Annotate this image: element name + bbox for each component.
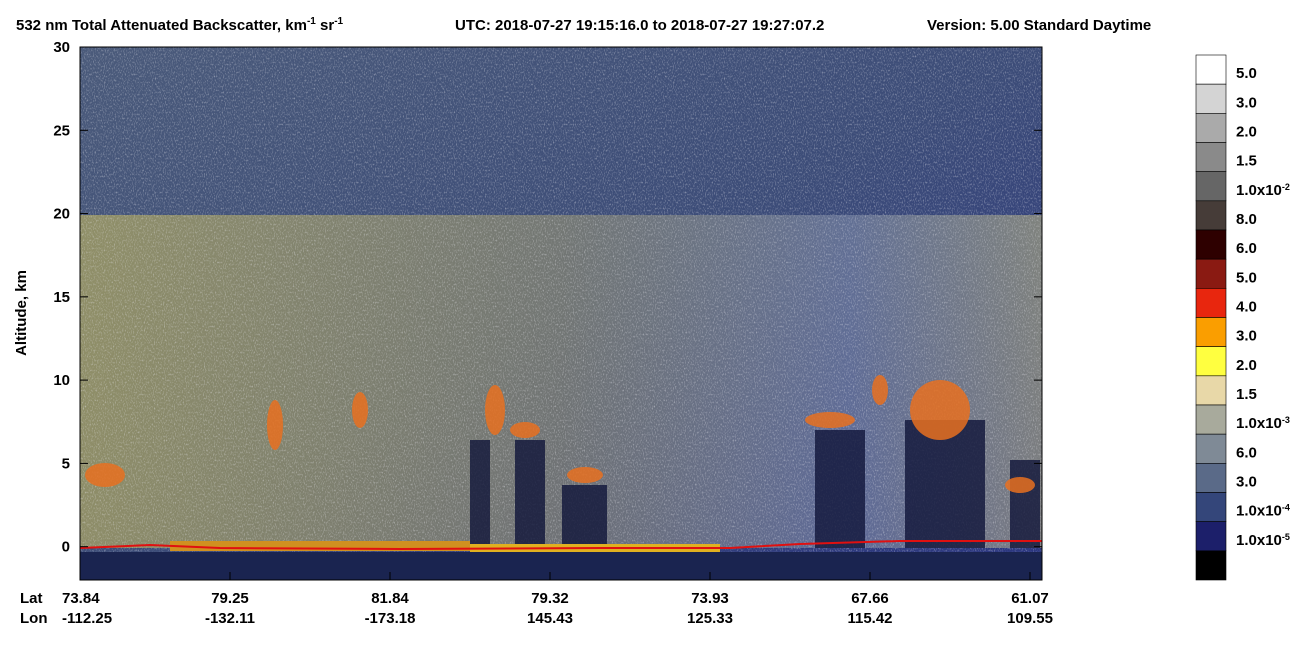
colorbar-swatch xyxy=(1195,404,1227,435)
x-tick-label: 145.43 xyxy=(527,610,573,627)
colorbar-label: 1.5 xyxy=(1236,153,1257,170)
colorbar-swatch xyxy=(1195,463,1227,493)
utc-range: UTC: 2018-07-27 19:15:16.0 to 2018-07-27… xyxy=(455,17,824,34)
backscatter-field xyxy=(79,47,1042,580)
x-tick-label: 61.07 xyxy=(1011,590,1049,607)
colorbar-swatch xyxy=(1195,142,1227,172)
colorbar-swatch xyxy=(1195,492,1227,522)
colorbar-label: 1.0x10-3 xyxy=(1236,415,1290,432)
x-tick-label: 109.55 xyxy=(1007,610,1053,627)
colorbar-swatch xyxy=(1195,171,1227,202)
colorbar-label-base: 3.0 xyxy=(1236,474,1257,491)
colorbar-label: 3.0 xyxy=(1236,328,1257,345)
colorbar-label-base: 2.0 xyxy=(1236,124,1257,141)
colorbar-label-exp: -5 xyxy=(1282,532,1290,542)
colorbar-label-base: 1.0x10 xyxy=(1236,182,1282,199)
colorbar-label-exp: -3 xyxy=(1282,415,1290,425)
colorbar-label-base: 6.0 xyxy=(1236,240,1257,257)
colorbar-swatch xyxy=(1195,521,1227,552)
colorbar-label-base: 1.0x10 xyxy=(1236,415,1282,432)
x-tick-label: -173.18 xyxy=(365,610,416,627)
y-tick-label: 25 xyxy=(53,122,70,139)
colorbar-label: 1.0x10-5 xyxy=(1236,532,1290,549)
x-tick-label: 73.93 xyxy=(691,590,729,607)
colorbar-swatch xyxy=(1195,113,1227,143)
y-tick-label: 20 xyxy=(53,206,70,223)
colorbar-label: 2.0 xyxy=(1236,357,1257,374)
colorbar-label: 6.0 xyxy=(1236,444,1257,461)
colorbar-label: 2.0 xyxy=(1236,124,1257,141)
colorbar-swatch xyxy=(1195,375,1227,406)
colorbar-label-base: 3.0 xyxy=(1236,328,1257,345)
x-tick-label: 81.84 xyxy=(371,590,409,607)
colorbar-label-base: 6.0 xyxy=(1236,444,1257,461)
colorbar-label-exp: -4 xyxy=(1282,503,1290,513)
colorbar-label: 3.0 xyxy=(1236,474,1257,491)
colorbar-swatch xyxy=(1195,229,1227,260)
colorbar-label-base: 5.0 xyxy=(1236,65,1257,82)
colorbar-label: 1.5 xyxy=(1236,386,1257,403)
colorbar-label-base: 3.0 xyxy=(1236,94,1257,111)
chart-title: 532 nm Total Attenuated Backscatter, km-… xyxy=(16,16,344,34)
colorbar-label-base: 1.0x10 xyxy=(1236,532,1282,549)
y-axis-label: Altitude, km xyxy=(13,270,30,356)
colorbar-label-base: 8.0 xyxy=(1236,211,1257,228)
colorbar-swatch xyxy=(1195,54,1227,85)
colorbar-label-base: 1.5 xyxy=(1236,386,1257,403)
colorbar-label-base: 4.0 xyxy=(1236,299,1257,316)
colorbar-label-base: 1.0x10 xyxy=(1236,503,1282,520)
colorbar-label-base: 2.0 xyxy=(1236,357,1257,374)
colorbar-swatch xyxy=(1195,346,1227,377)
colorbar-swatch xyxy=(1195,433,1227,464)
y-tick-label: 0 xyxy=(62,539,70,556)
colorbar-label: 6.0 xyxy=(1236,240,1257,257)
x-tick-label: -112.25 xyxy=(62,610,112,627)
y-tick-label: 10 xyxy=(53,372,70,389)
x-tick-label: 115.42 xyxy=(847,610,892,627)
row-label: Lat xyxy=(20,590,43,607)
colorbar-swatch xyxy=(1195,258,1227,289)
x-tick-label: -132.11 xyxy=(205,610,255,627)
x-tick-label: 125.33 xyxy=(687,610,733,627)
colorbar-label: 1.0x10-4 xyxy=(1236,503,1290,520)
colorbar-swatch xyxy=(1195,317,1227,347)
colorbar-label: 8.0 xyxy=(1236,211,1257,228)
colorbar-label-base: 1.5 xyxy=(1236,153,1257,170)
plot-frame xyxy=(79,46,1043,581)
colorbar-label: 4.0 xyxy=(1236,299,1257,316)
colorbar-label: 3.0 xyxy=(1236,94,1257,111)
colorbar-label: 5.0 xyxy=(1236,65,1257,82)
y-tick-label: 15 xyxy=(53,289,70,306)
colorbar-swatch xyxy=(1195,288,1227,318)
colorbar-label: 5.0 xyxy=(1236,269,1257,286)
colorbar-label-base: 5.0 xyxy=(1236,269,1257,286)
colorbar-swatch xyxy=(1195,200,1227,231)
row-label: Lon xyxy=(20,610,48,627)
version: Version: 5.00 Standard Daytime xyxy=(927,17,1151,34)
x-tick-label: 73.84 xyxy=(62,590,100,607)
x-tick-label: 79.25 xyxy=(211,590,249,607)
x-tick-label: 67.66 xyxy=(851,590,889,607)
colorbar-swatch xyxy=(1195,83,1227,114)
colorbar-label-exp: -2 xyxy=(1282,182,1290,192)
colorbar-label: 1.0x10-2 xyxy=(1236,182,1290,199)
x-tick-label: 79.32 xyxy=(531,590,569,607)
colorbar-swatch xyxy=(1195,550,1227,581)
y-tick-label: 30 xyxy=(53,39,70,56)
y-tick-label: 5 xyxy=(62,455,70,472)
